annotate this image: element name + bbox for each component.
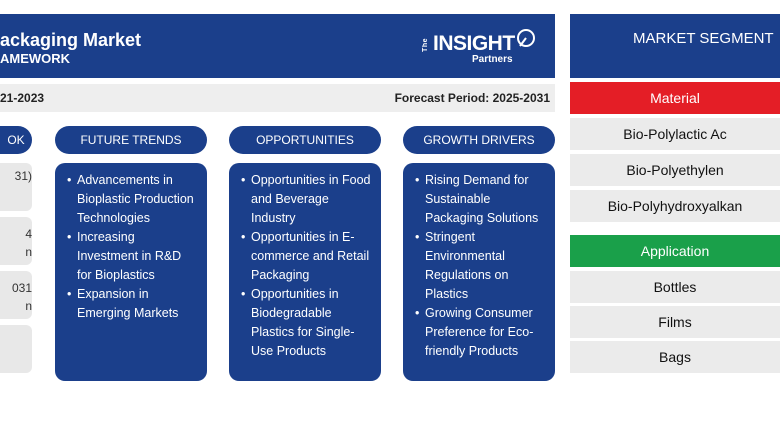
logo-partners-text: Partners bbox=[472, 54, 513, 65]
insight-partners-logo: The INSIGHT Partners bbox=[422, 28, 540, 70]
segment-item-material: Bio-Polyhydroxyalkan bbox=[570, 190, 780, 222]
outlook-box-3: 031 n bbox=[0, 271, 32, 319]
forecast-period: Forecast Period: 2025-2031 bbox=[394, 91, 550, 105]
segment-item-application: Films bbox=[570, 306, 780, 338]
growth-driver-item: Rising Demand for Sustainable Packaging … bbox=[415, 171, 547, 228]
growth-driver-item: Stringent Environmental Regulations on P… bbox=[415, 228, 547, 304]
segmentation-title: MARKET SEGMENT bbox=[633, 30, 774, 47]
report-subtitle: AMEWORK bbox=[0, 51, 71, 66]
outlook-box-4 bbox=[0, 325, 32, 373]
column-header-outlook-label: OK bbox=[7, 133, 25, 147]
outlook-box-2-line-2: n bbox=[25, 245, 32, 259]
future-trends-card: Advancements in Bioplastic Production Te… bbox=[55, 163, 207, 381]
opportunity-item: Opportunities in Biodegradable Plastics … bbox=[241, 285, 373, 361]
opportunities-card: Opportunities in Food and Beverage Indus… bbox=[229, 163, 381, 381]
outlook-box-1-line-1: 31) bbox=[14, 169, 32, 183]
report-title: ackaging Market bbox=[0, 30, 142, 50]
period-band bbox=[0, 84, 555, 112]
segment-item-material: Bio-Polylactic Ac bbox=[570, 118, 780, 150]
outlook-box-1: 31) bbox=[0, 163, 32, 211]
growth-driver-item: Growing Consumer Preference for Eco-frie… bbox=[415, 304, 547, 361]
column-header-outlook: OK bbox=[0, 126, 32, 154]
outlook-box-3-line-2: n bbox=[25, 299, 32, 313]
outlook-box-2: 4 n bbox=[0, 217, 32, 265]
column-header-growth-drivers: GROWTH DRIVERS bbox=[403, 126, 555, 154]
outlook-box-2-line-1: 4 bbox=[25, 227, 32, 241]
logo-swirl-icon bbox=[517, 29, 535, 47]
logo-insight-text: INSIGHT bbox=[433, 32, 515, 55]
header-band bbox=[0, 14, 555, 78]
segment-item-material: Bio-Polyethylen bbox=[570, 154, 780, 186]
segmentation-header-band bbox=[570, 14, 780, 78]
column-header-opportunities: OPPORTUNITIES bbox=[229, 126, 381, 154]
column-header-future-trends: FUTURE TRENDS bbox=[55, 126, 207, 154]
outlook-box-3-line-1: 031 bbox=[11, 281, 32, 295]
growth-drivers-card: Rising Demand for Sustainable Packaging … bbox=[403, 163, 555, 381]
historic-period: 21-2023 bbox=[0, 91, 45, 105]
future-trend-item: Increasing Investment in R&D for Bioplas… bbox=[67, 228, 199, 285]
future-trend-item: Expansion in Emerging Markets bbox=[67, 285, 199, 323]
segment-header-material: Material bbox=[570, 82, 780, 114]
segment-item-application: Bags bbox=[570, 341, 780, 373]
segment-header-application: Application bbox=[570, 235, 780, 267]
future-trend-item: Advancements in Bioplastic Production Te… bbox=[67, 171, 199, 228]
segment-item-application: Bottles bbox=[570, 271, 780, 303]
opportunity-item: Opportunities in Food and Beverage Indus… bbox=[241, 171, 373, 228]
logo-the-text: The bbox=[422, 38, 429, 52]
opportunity-item: Opportunities in E-commerce and Retail P… bbox=[241, 228, 373, 285]
